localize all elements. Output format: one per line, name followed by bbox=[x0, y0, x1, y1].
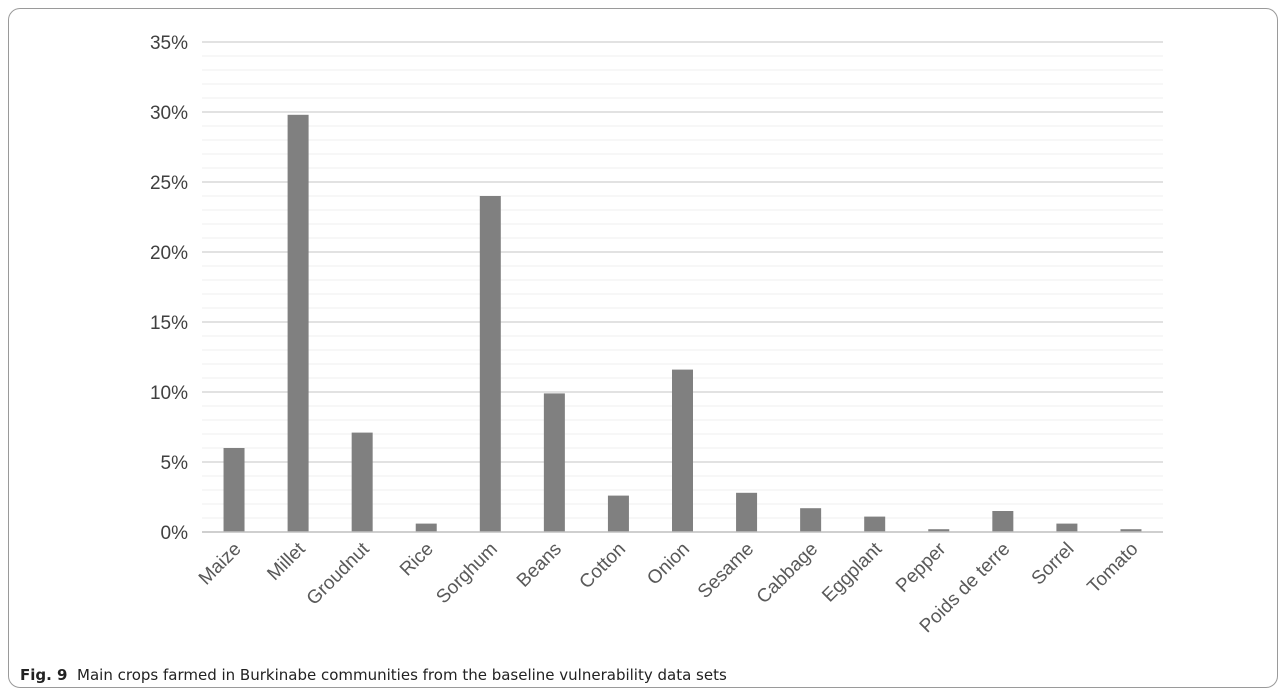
y-tick-label: 25% bbox=[150, 173, 188, 194]
y-tick-label: 10% bbox=[150, 383, 188, 404]
bar-sesame bbox=[736, 492, 758, 532]
bar-maize bbox=[223, 448, 245, 532]
x-tick-label: Cabbage bbox=[753, 539, 822, 608]
x-tick-label: Groudnut bbox=[303, 538, 374, 609]
bar-beans bbox=[543, 393, 565, 532]
bar-rice bbox=[415, 523, 437, 532]
x-tick-label: Millet bbox=[263, 538, 310, 585]
y-tick-label: 15% bbox=[150, 313, 188, 334]
y-tick-label: 30% bbox=[150, 103, 188, 124]
x-tick-label: Tomato bbox=[1084, 539, 1143, 598]
bar-millet bbox=[287, 114, 309, 533]
x-tick-label: Cotton bbox=[576, 539, 630, 593]
bar-chart: 0% 5% 10% 15% 20% 25% 30% 35% Maize MilletGroudn… bbox=[150, 33, 1163, 637]
caption-text: Main crops farmed in Burkinabe communiti… bbox=[77, 666, 727, 684]
bar-cabbage bbox=[800, 508, 822, 532]
figure-frame bbox=[8, 8, 1278, 688]
y-tick-label: 0% bbox=[161, 523, 189, 544]
x-tick-label: Onion bbox=[643, 539, 694, 590]
bar-poids-de-terre bbox=[992, 511, 1014, 532]
y-axis-ticks: 0% 5% 10% 15% 20% 25% 30% 35% bbox=[150, 33, 188, 544]
x-tick-label: Sorghum bbox=[432, 539, 501, 608]
x-tick-label: Beans bbox=[513, 539, 566, 592]
x-tick-label: Sorrel bbox=[1028, 539, 1079, 590]
x-tick-label: Sesame bbox=[694, 539, 758, 603]
figure-caption: Fig. 9 Main crops farmed in Burkinabe co… bbox=[20, 666, 727, 684]
bar-onion bbox=[672, 369, 693, 532]
bars bbox=[223, 114, 1142, 533]
bar-sorrel bbox=[1056, 523, 1078, 532]
bar-eggplant bbox=[864, 516, 886, 532]
bar-cotton bbox=[607, 495, 629, 532]
x-tick-label: Eggplant bbox=[818, 538, 886, 606]
caption-label: Fig. 9 bbox=[20, 666, 68, 684]
bar-tomato bbox=[1120, 529, 1142, 532]
x-tick-label: Maize bbox=[195, 539, 246, 590]
bar-sorghum bbox=[479, 196, 501, 532]
y-tick-label: 35% bbox=[150, 33, 188, 54]
bar-groudnut bbox=[351, 432, 373, 532]
y-tick-label: 20% bbox=[150, 243, 188, 264]
x-tick-label: Rice bbox=[396, 539, 438, 581]
bar-pepper bbox=[928, 529, 950, 532]
x-tick-label: Pepper bbox=[892, 538, 951, 597]
y-tick-label: 5% bbox=[161, 453, 189, 474]
